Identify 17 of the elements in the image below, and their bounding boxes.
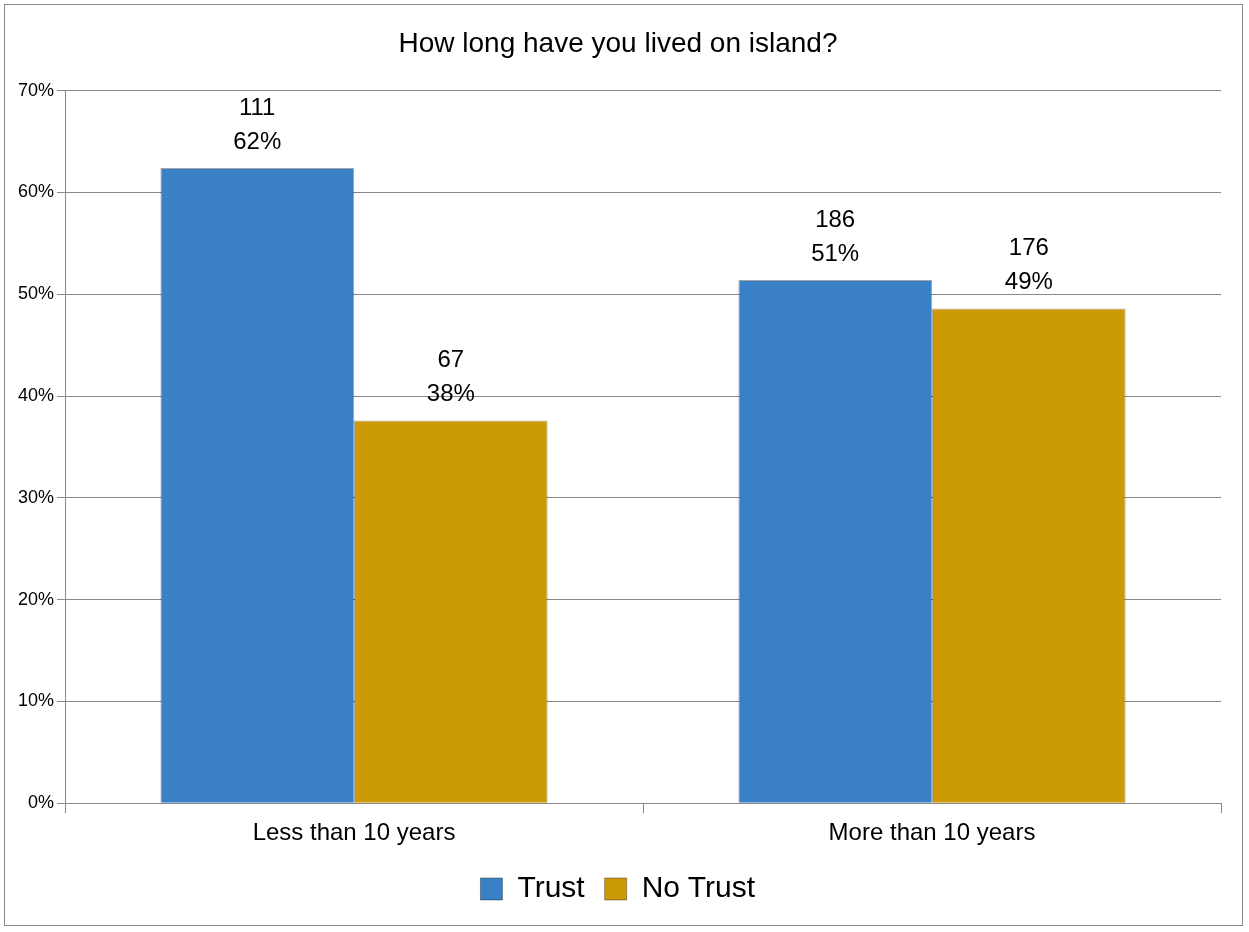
y-tick-label: 60%	[18, 181, 55, 202]
y-tick-label: 50%	[18, 283, 55, 304]
x-tick-label: More than 10 years	[828, 818, 1036, 846]
y-tick-label: 20%	[18, 588, 55, 609]
legend-label: Trust	[517, 870, 586, 904]
x-tick-label: Less than 10 years	[252, 818, 456, 846]
data-label: 67 38%	[426, 345, 475, 407]
data-label: 111 62%	[233, 92, 282, 154]
chart-title: How long have you lived on island?	[398, 26, 838, 58]
data-label: 176 49%	[1004, 233, 1053, 295]
y-tick-label: 40%	[18, 384, 55, 405]
y-tick-label: 30%	[18, 486, 55, 507]
y-tick-label: 70%	[18, 79, 55, 100]
legend-label: No Trust	[641, 870, 756, 904]
y-tick-label: 10%	[18, 690, 55, 711]
data-label: 186 51%	[811, 204, 860, 266]
y-tick-label: 0%	[28, 792, 55, 813]
